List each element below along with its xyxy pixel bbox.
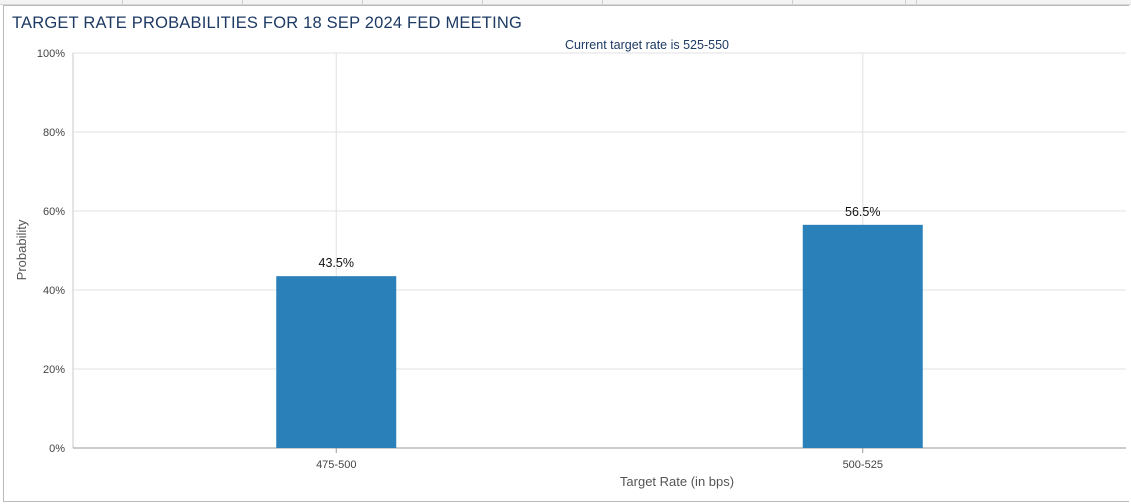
grid-layer xyxy=(73,52,1126,448)
panel-title: TARGET RATE PROBABILITIES FOR 18 SEP 202… xyxy=(12,14,523,32)
bar-layer xyxy=(276,224,923,448)
data-label: 56.5% xyxy=(845,205,880,219)
tab-divider xyxy=(362,0,363,4)
y-tick-label: 0% xyxy=(49,443,65,455)
bar-475-500[interactable] xyxy=(276,276,397,448)
tab-divider xyxy=(792,0,793,4)
x-axis-label: Target Rate (in bps) xyxy=(620,474,734,489)
chart-panel: TARGET RATE PROBABILITIES FOR 18 SEP 202… xyxy=(3,5,1129,502)
y-tick-label: 80% xyxy=(43,127,65,139)
y-tick-label: 100% xyxy=(37,48,65,60)
x-tick-label: 500-525 xyxy=(843,459,883,471)
y-tick-label: 40% xyxy=(43,285,65,297)
tab-divider xyxy=(905,0,906,4)
label-layer: 43.5% 56.5% xyxy=(319,205,881,270)
y-axis-label: Probability xyxy=(14,219,29,280)
axis-layer: 0% 20% 40% 60% 80% 100% 475-500 500-525 xyxy=(37,48,1126,471)
y-tick-label: 60% xyxy=(43,206,65,218)
x-tick-label: 475-500 xyxy=(316,459,356,471)
tab-divider xyxy=(122,0,123,4)
tab-divider xyxy=(242,0,243,4)
tab-divider xyxy=(602,0,603,4)
bar-500-525[interactable] xyxy=(802,224,923,448)
tab-divider xyxy=(916,0,917,4)
tab-strip xyxy=(0,0,1131,5)
tab-divider xyxy=(482,0,483,4)
data-label: 43.5% xyxy=(319,256,354,270)
chart-subtitle: Current target rate is 525-550 xyxy=(565,38,729,52)
y-tick-label: 20% xyxy=(43,364,65,376)
